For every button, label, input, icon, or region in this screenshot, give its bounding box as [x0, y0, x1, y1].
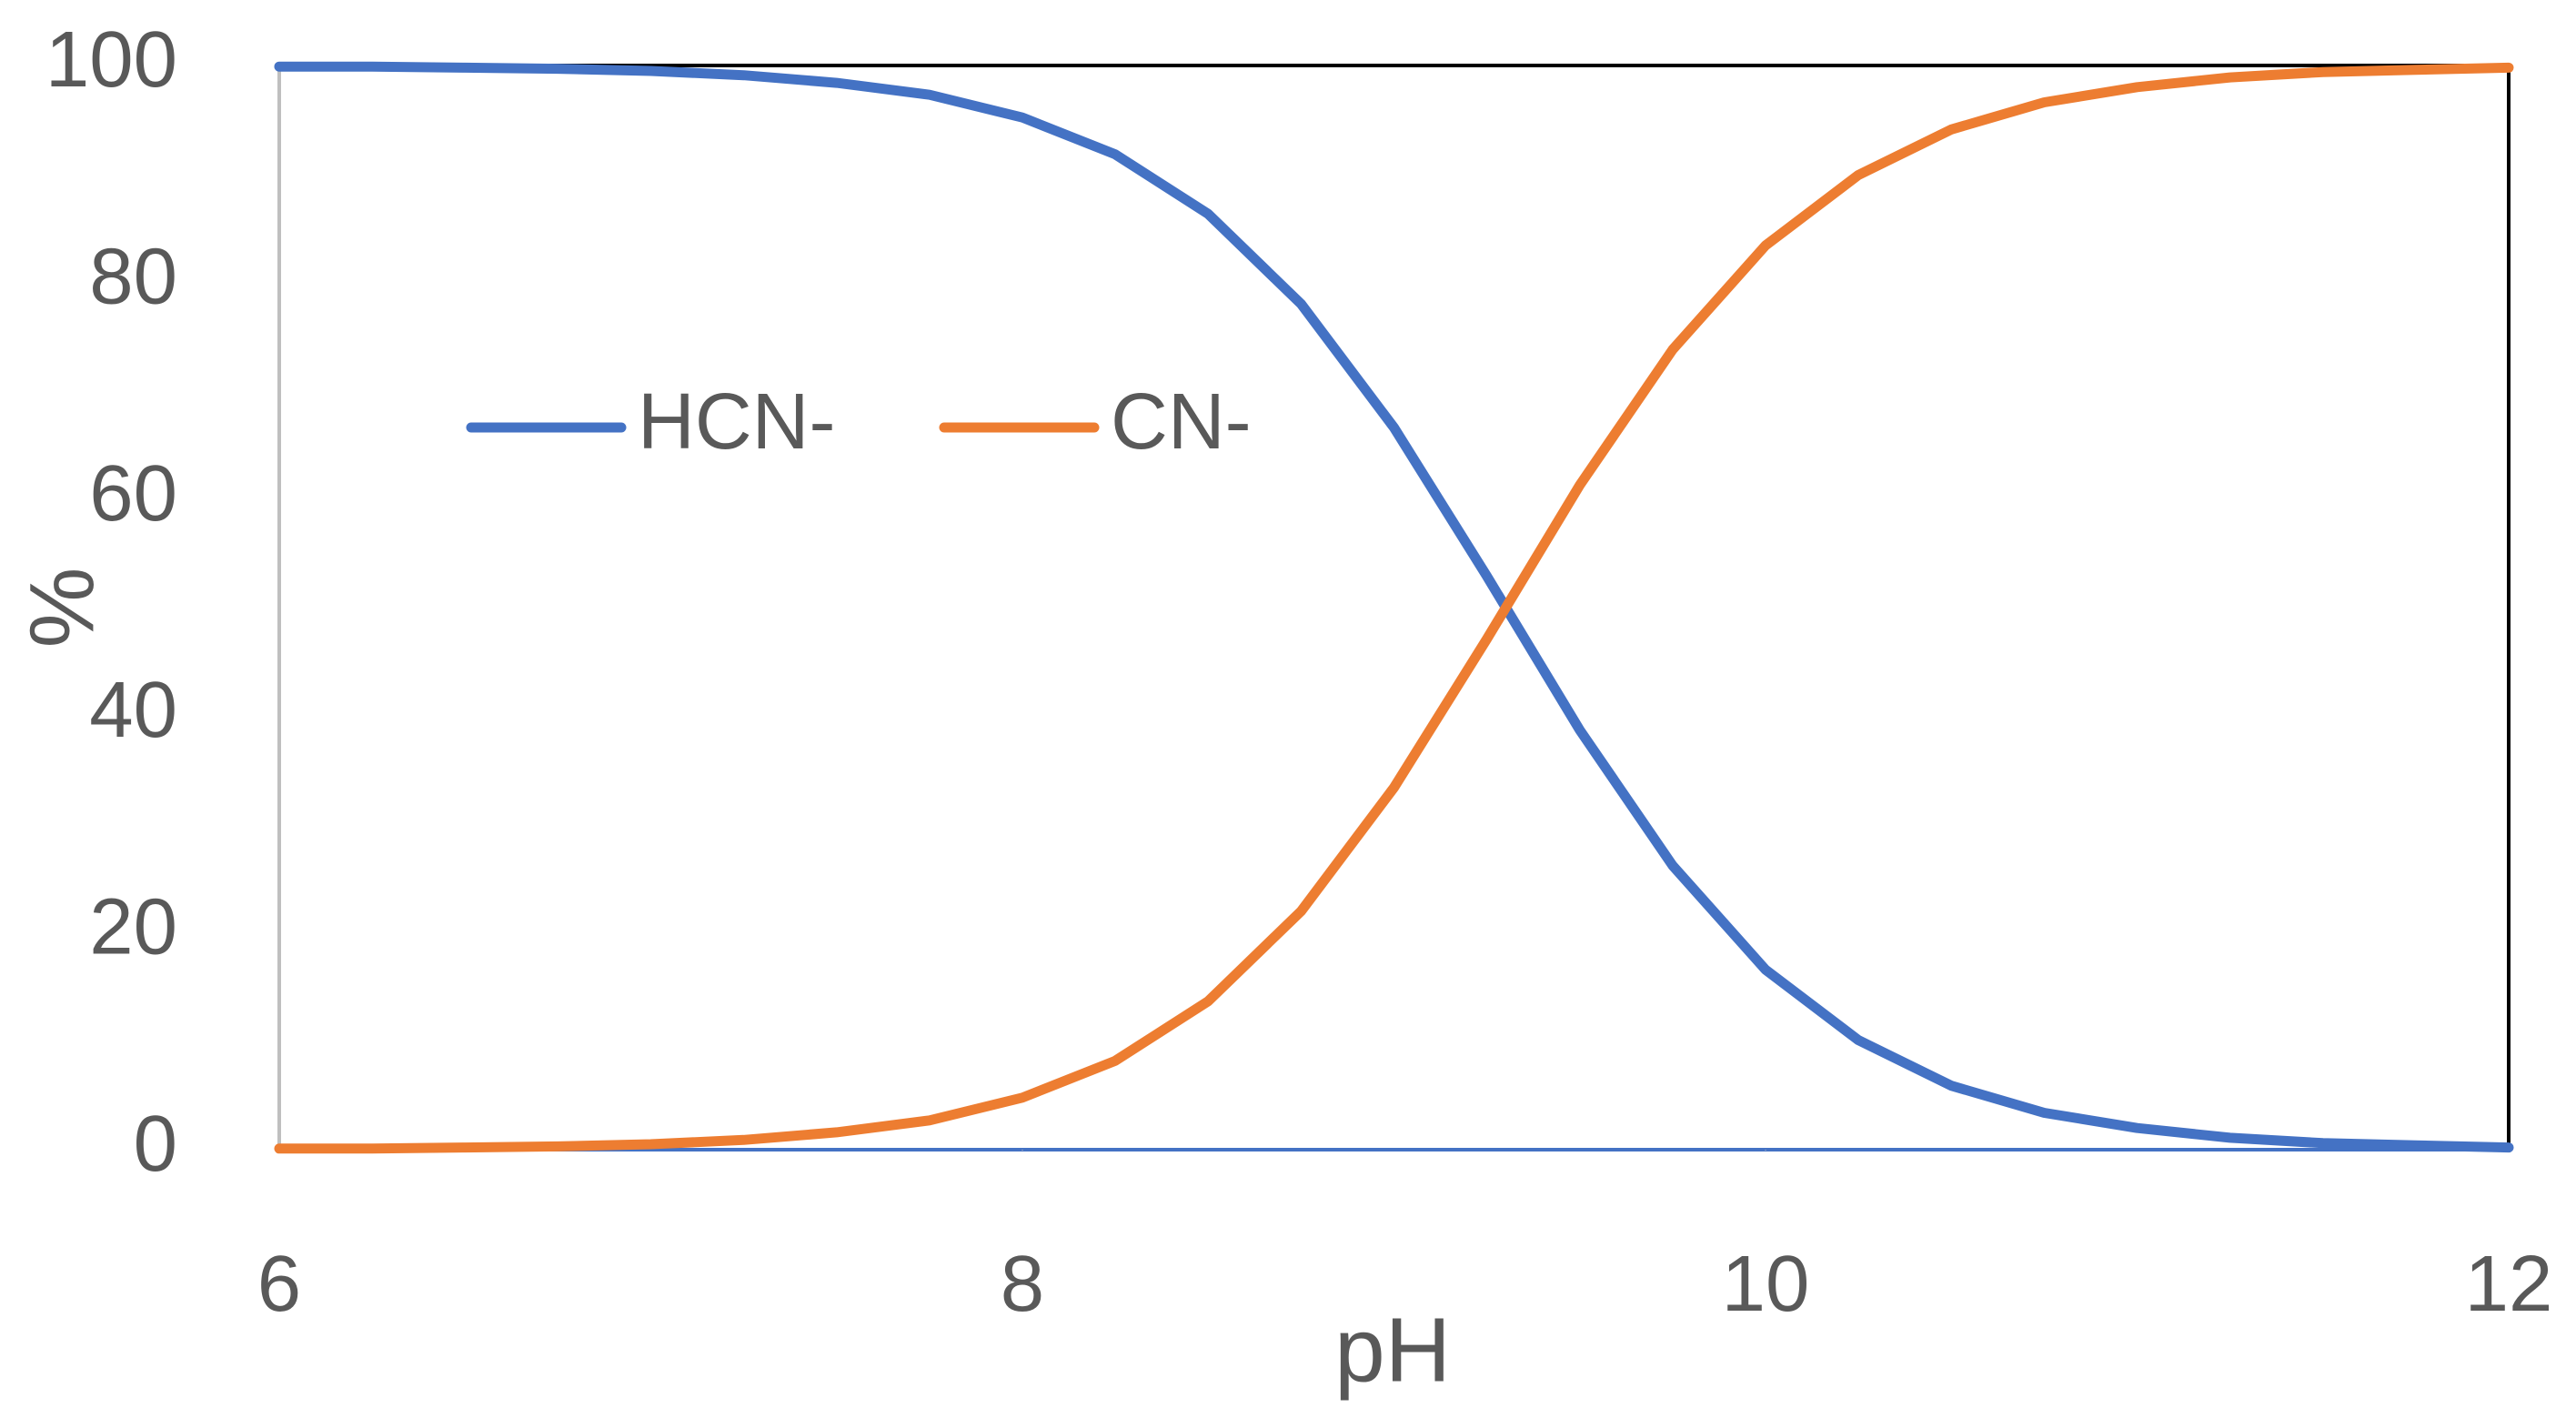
y-tick-label: 100 [45, 15, 177, 104]
legend-label: CN- [1111, 377, 1252, 466]
y-axis-title: % [11, 568, 113, 649]
y-tick-label: 60 [89, 449, 177, 538]
x-tick-label: 8 [1001, 1240, 1044, 1328]
y-tick-label: 40 [89, 666, 177, 754]
series-line [274, 61, 2514, 1153]
legend-label: HCN- [638, 377, 835, 466]
series-line [274, 62, 2514, 1154]
y-tick-label: 20 [89, 883, 177, 971]
x-axis-title: pH [1334, 1299, 1451, 1401]
y-tick-label: 80 [89, 232, 177, 320]
x-tick-label: 12 [2465, 1240, 2553, 1328]
y-tick-label: 0 [134, 1100, 177, 1188]
x-tick-label: 10 [1722, 1240, 1810, 1328]
x-tick-label: 6 [257, 1240, 301, 1328]
